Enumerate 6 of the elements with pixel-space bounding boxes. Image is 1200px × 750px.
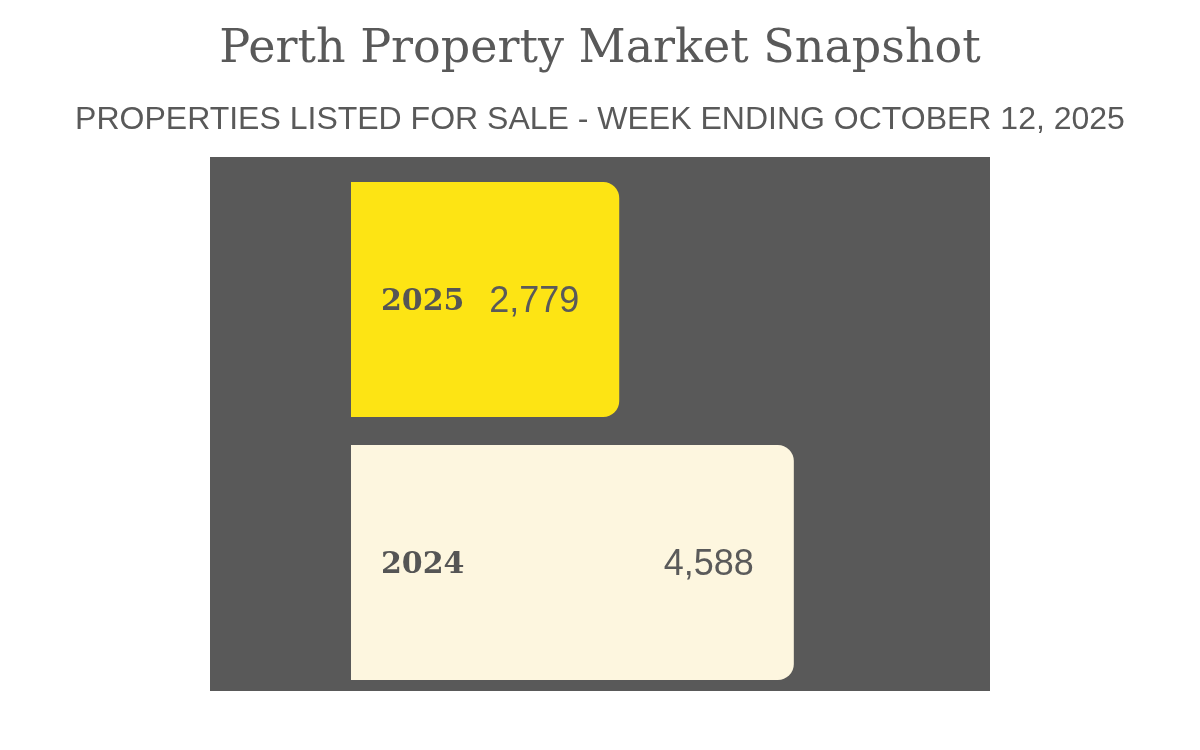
chart-subtitle: PROPERTIES LISTED FOR SALE - WEEK ENDING OCTOBER 12, 2025 <box>75 100 1125 136</box>
y-tick-label: 2025 <box>381 282 465 317</box>
data-label: 2,779 <box>489 279 580 320</box>
data-label: 4,588 <box>663 542 754 583</box>
chart-title: Perth Property Market Snapshot <box>219 19 982 73</box>
y-tick-label: 2024 <box>381 545 465 580</box>
